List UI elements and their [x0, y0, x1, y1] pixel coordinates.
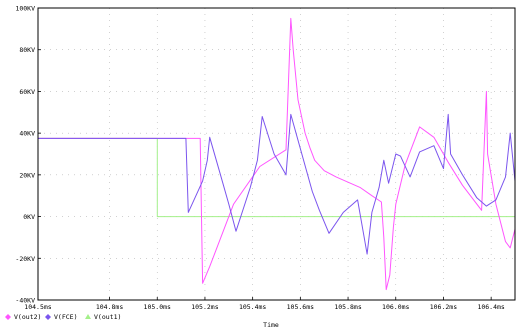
y-tick-label: 60KV: [19, 88, 35, 96]
legend-marker-1: [45, 314, 51, 320]
series-line-vfce: [38, 113, 516, 255]
legend: V(out2) V(FCE) V(out1): [5, 313, 121, 321]
y-tick-label: -40KV: [15, 297, 35, 305]
y-tick-label: 0KV: [23, 213, 35, 221]
legend-label: V(out1): [94, 313, 121, 321]
series-line-vout2: [38, 17, 516, 291]
y-tick-label: 20KV: [19, 171, 35, 179]
x-tick-label: 105.8ms: [334, 303, 361, 311]
series-lines: [38, 17, 516, 291]
legend-marker-2: [85, 314, 91, 319]
y-tick-label: -20KV: [15, 255, 35, 263]
legend-label: V(out2): [14, 313, 41, 321]
y-tick-label: 40KV: [19, 130, 35, 138]
x-tick-label: 106.2ms: [430, 303, 457, 311]
x-tick-label: 106.0ms: [382, 303, 409, 311]
x-axis-label: Time: [263, 321, 279, 329]
legend-marker-0: [5, 314, 11, 320]
x-tick-label: 106.4ms: [477, 303, 504, 311]
y-axis-ticks: 100KV 80KV 60KV 40KV 20KV 0KV -20KV -40KV: [15, 5, 41, 305]
y-tick-label: 80KV: [19, 46, 35, 54]
x-tick-label: 105.6ms: [287, 303, 314, 311]
plot-area-background: [38, 8, 515, 300]
x-tick-label: 104.8ms: [96, 303, 123, 311]
legend-label: V(FCE): [54, 313, 77, 321]
y-tick-label: 100KV: [15, 5, 35, 13]
x-tick-label: 105.4ms: [239, 303, 266, 311]
x-axis-ticks: 104.5ms 104.8ms 105.0ms 105.2ms 105.4ms 105.6…: [24, 297, 505, 311]
x-tick-label: 105.0ms: [144, 303, 171, 311]
plot-border: [37, 7, 516, 301]
x-tick-label: 105.2ms: [191, 303, 218, 311]
x-tick-label: 104.5ms: [24, 303, 51, 311]
